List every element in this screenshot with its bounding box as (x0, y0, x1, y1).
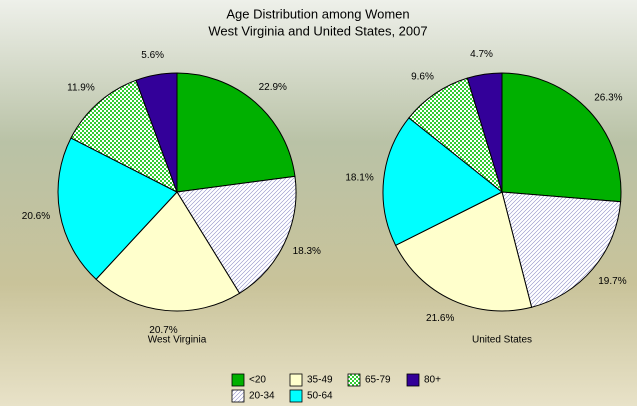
value-label: 5.6% (141, 50, 164, 61)
value-label: 11.9% (67, 83, 95, 94)
chart-subtitle: West Virginia and United States, 2007 (208, 23, 427, 38)
value-label: 4.7% (470, 49, 493, 60)
legend-swatch (232, 374, 244, 386)
value-label: 18.1% (345, 172, 373, 183)
legend-swatch (290, 390, 302, 402)
legend-swatch (407, 374, 419, 386)
value-label: 9.6% (411, 72, 434, 83)
value-label: 18.3% (293, 246, 321, 257)
value-label: 19.7% (598, 276, 626, 287)
legend-label: 80+ (424, 375, 441, 386)
legend-label: 35-49 (307, 375, 333, 386)
chart-title: Age Distribution among Women (226, 6, 409, 21)
legend-swatch (348, 374, 360, 386)
value-label: 26.3% (594, 92, 622, 103)
legend-swatch (290, 374, 302, 386)
legend-label: 50-64 (307, 391, 333, 402)
legend-label: 20-34 (249, 391, 275, 402)
value-label: 22.9% (259, 82, 287, 93)
chart: Age Distribution among Women West Virgin… (0, 0, 637, 406)
pie-label: United States (472, 335, 532, 346)
legend-label: 65-79 (365, 375, 391, 386)
legend-label: <20 (249, 375, 266, 386)
pie-label: West Virginia (148, 335, 207, 346)
legend-swatch (232, 390, 244, 402)
value-label: 21.6% (426, 313, 454, 324)
value-label: 20.6% (22, 211, 50, 222)
